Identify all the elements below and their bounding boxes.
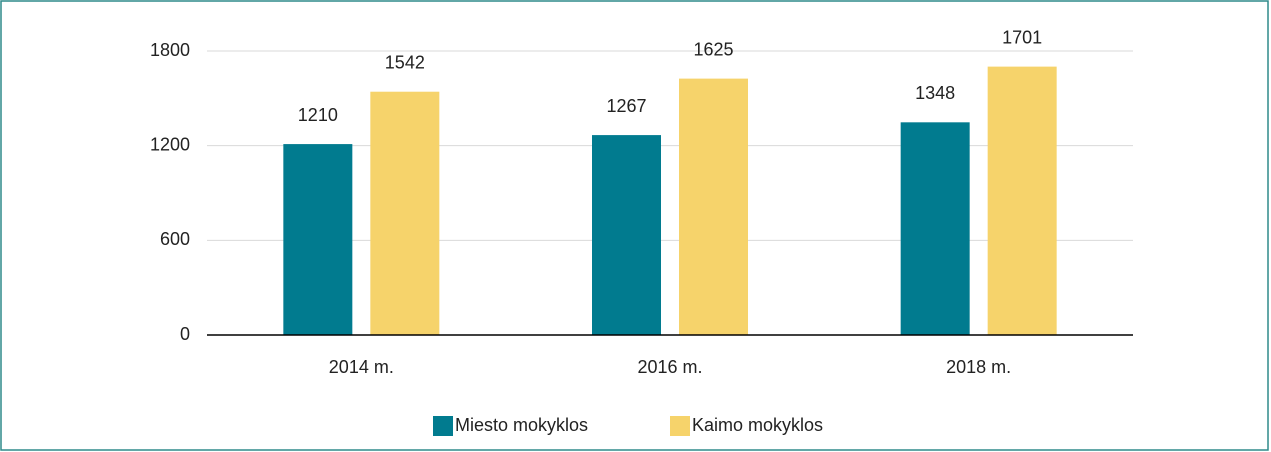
y-tick-label: 600 <box>160 229 190 249</box>
bar <box>370 91 440 335</box>
data-label: 1210 <box>298 105 338 125</box>
bar <box>283 144 353 335</box>
x-tick-label: 2014 m. <box>329 357 394 377</box>
y-tick-label: 1200 <box>150 134 190 154</box>
data-label: 1267 <box>606 96 646 116</box>
legend-swatch <box>433 416 453 436</box>
y-tick-label: 1800 <box>150 40 190 60</box>
legend-label: Kaimo mokyklos <box>692 415 823 435</box>
data-label: 1348 <box>915 83 955 103</box>
bar <box>592 135 661 335</box>
legend-swatch <box>670 416 690 436</box>
data-label: 1625 <box>693 39 733 59</box>
bar <box>679 78 748 335</box>
bar <box>900 122 970 335</box>
data-label: 1542 <box>385 52 425 72</box>
x-tick-label: 2018 m. <box>946 357 1011 377</box>
x-tick-label: 2016 m. <box>637 357 702 377</box>
y-tick-label: 0 <box>180 324 190 344</box>
data-label: 1701 <box>1002 27 1042 47</box>
bar <box>987 66 1057 336</box>
legend-label: Miesto mokyklos <box>455 415 588 435</box>
